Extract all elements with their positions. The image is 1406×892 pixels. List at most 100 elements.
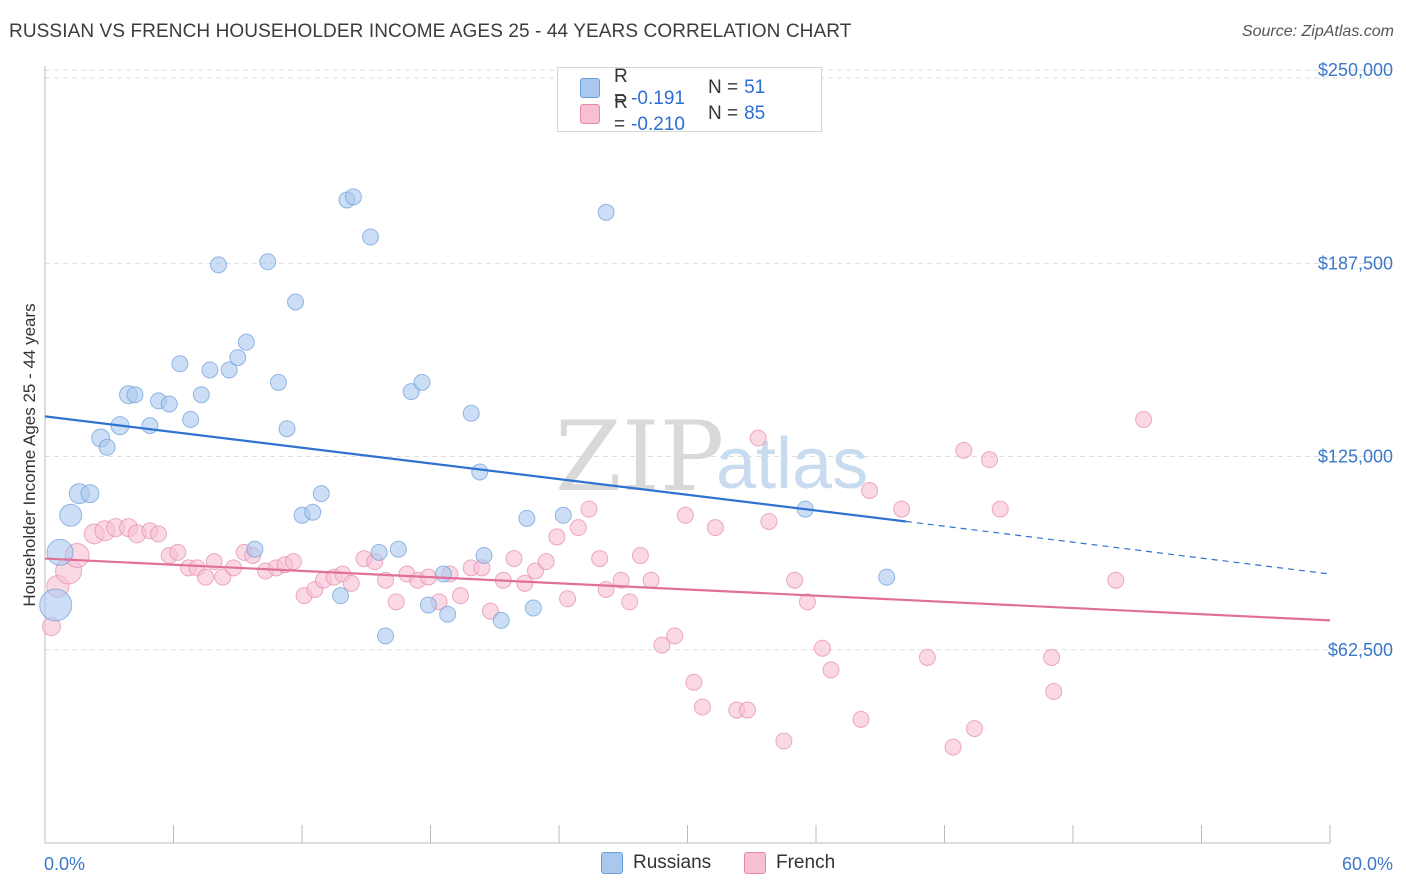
russian-point [39, 588, 73, 622]
russian-point [59, 503, 83, 527]
russian-point [209, 256, 227, 274]
french-point [569, 519, 587, 537]
stats-legend: R = -0.191 N = 51 R = -0.210 N = 85 [557, 66, 822, 135]
french-point [706, 519, 724, 537]
french-point [813, 639, 831, 657]
trendlines [44, 415, 1331, 622]
n-value: 85 [744, 103, 766, 124]
russian-point [237, 333, 255, 351]
russian-point [462, 404, 480, 422]
french-trendline [44, 557, 1331, 622]
russian-point [377, 627, 395, 645]
french-point [591, 550, 609, 568]
stats-row-russians: R = -0.191 N = 51 [580, 66, 765, 109]
russian-point [259, 253, 277, 271]
r-label: R = [614, 66, 628, 109]
x-tick-label: 60.0% [1342, 854, 1393, 874]
french-point [749, 429, 767, 447]
y-tick-label: $250,000 [1318, 60, 1393, 80]
french-point [861, 482, 879, 500]
russian-point [554, 506, 572, 524]
russian-point [246, 540, 264, 558]
french-point [918, 649, 936, 667]
french-point [537, 553, 555, 571]
russian-point [434, 565, 452, 583]
french-point [169, 543, 187, 561]
french-point [621, 593, 639, 611]
legend-label-russians: Russians [633, 852, 712, 873]
russian-point [220, 361, 238, 379]
russian-point [402, 383, 420, 401]
russians-legend-swatch [601, 852, 623, 874]
russian-point [192, 386, 210, 404]
french-point [1045, 683, 1063, 701]
russian-point [98, 438, 116, 456]
french-points [41, 410, 1153, 756]
russian-point [304, 503, 322, 521]
russian-point [269, 373, 287, 391]
r-value: -0.210 [631, 114, 685, 135]
y-tick-label: $125,000 [1318, 447, 1393, 467]
french-point [786, 571, 804, 589]
legend-item-russians[interactable]: Russians [601, 852, 711, 874]
russian-point [332, 587, 350, 605]
russian-point [278, 420, 296, 438]
french-point [559, 590, 577, 608]
french-point [980, 451, 998, 469]
french-point [798, 593, 816, 611]
french-point [526, 562, 544, 580]
stats-row-french: R = -0.210 N = 85 [580, 92, 766, 135]
legend-item-french[interactable]: French [744, 852, 835, 874]
russian-point [344, 188, 362, 206]
y-tick-label: $62,500 [1328, 640, 1393, 660]
french-point [481, 602, 499, 620]
french-point [653, 636, 671, 654]
russian-point [492, 611, 510, 629]
french-point [666, 627, 684, 645]
french-point [1043, 649, 1061, 667]
russian-point [878, 568, 896, 586]
french-point [685, 673, 703, 691]
watermark-atlas: atlas [716, 424, 868, 504]
axes [44, 66, 1331, 844]
russian-point [475, 546, 493, 564]
french-point [516, 574, 534, 592]
watermark: ZIP atlas [555, 401, 868, 513]
french-point [451, 587, 469, 605]
russian-point [389, 540, 407, 558]
french-point [214, 568, 232, 586]
russian-points [39, 188, 896, 645]
french-swatch [580, 104, 600, 124]
russian-point [439, 605, 457, 623]
russian-point [471, 463, 489, 481]
french-point [852, 710, 870, 728]
french-point [893, 500, 911, 518]
russian-point [171, 355, 189, 373]
french-point [944, 738, 962, 756]
y-tick-label: $187,500 [1318, 253, 1393, 273]
russian-point [362, 228, 380, 246]
french-point [965, 720, 983, 738]
russian-point [141, 417, 159, 435]
russian-point [597, 203, 615, 221]
source-label: Source: ZipAtlas.com [1241, 23, 1394, 40]
r-value: -0.191 [631, 88, 685, 109]
russians-swatch [580, 78, 600, 98]
french-legend-swatch [744, 852, 766, 874]
russian-point [524, 599, 542, 617]
y-tick-labels: $62,500 $125,000 $187,500 $250,000 [1318, 60, 1393, 660]
r-label: R = [614, 92, 628, 135]
french-point [387, 593, 405, 611]
russian-point [370, 543, 388, 561]
french-point [676, 506, 694, 524]
chart-title: RUSSIAN VS FRENCH HOUSEHOLDER INCOME AGE… [9, 21, 852, 42]
french-point [775, 732, 793, 750]
french-point [822, 661, 840, 679]
french-point [955, 441, 973, 459]
french-point [548, 528, 566, 546]
x-tick-label: 0.0% [44, 854, 85, 874]
russian-point [419, 596, 437, 614]
n-label: N = [708, 103, 739, 124]
russian-point [312, 485, 330, 503]
